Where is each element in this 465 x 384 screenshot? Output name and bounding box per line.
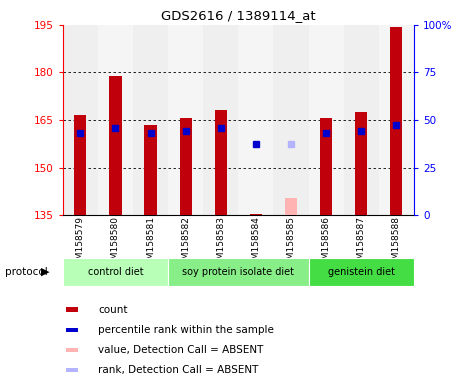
Bar	[250, 214, 262, 215]
Bar	[179, 118, 192, 215]
Bar	[66, 307, 78, 312]
Bar	[238, 25, 273, 215]
Title: GDS2616 / 1389114_at: GDS2616 / 1389114_at	[161, 9, 316, 22]
Bar	[145, 125, 157, 215]
Text: count: count	[98, 305, 127, 314]
Bar	[66, 328, 78, 332]
Bar	[74, 115, 86, 215]
Text: protocol: protocol	[5, 266, 47, 277]
Bar	[309, 258, 414, 286]
Text: ▶: ▶	[41, 266, 49, 277]
Text: rank, Detection Call = ABSENT: rank, Detection Call = ABSENT	[98, 365, 258, 375]
Bar	[344, 25, 379, 215]
Text: value, Detection Call = ABSENT: value, Detection Call = ABSENT	[98, 345, 263, 355]
Text: genistein diet: genistein diet	[328, 266, 395, 277]
Bar	[273, 25, 309, 215]
Bar	[66, 348, 78, 352]
Bar	[379, 25, 414, 215]
Bar	[63, 258, 168, 286]
Bar	[355, 112, 367, 215]
Bar	[168, 25, 203, 215]
Bar	[320, 118, 332, 215]
Text: percentile rank within the sample: percentile rank within the sample	[98, 325, 274, 335]
Bar	[63, 25, 98, 215]
Bar	[309, 25, 344, 215]
Bar	[390, 26, 402, 215]
Bar	[168, 258, 309, 286]
Text: control diet: control diet	[87, 266, 143, 277]
Bar	[98, 25, 133, 215]
Bar	[133, 25, 168, 215]
Bar	[66, 368, 78, 372]
Bar	[285, 198, 297, 215]
Bar	[109, 76, 121, 215]
Bar	[203, 25, 238, 215]
Text: soy protein isolate diet: soy protein isolate diet	[182, 266, 294, 277]
Bar	[215, 111, 227, 215]
